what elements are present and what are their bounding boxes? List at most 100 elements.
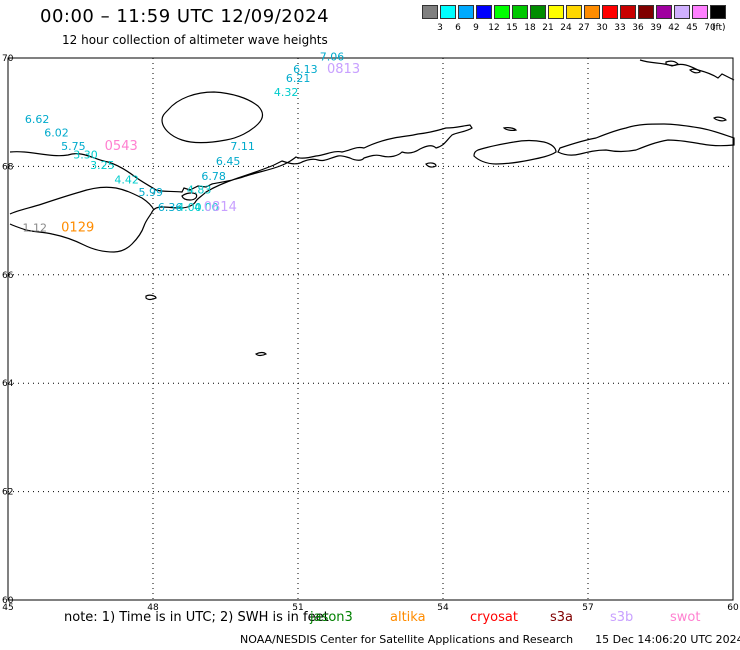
- legend-label: 24: [560, 23, 572, 33]
- lat-tick-label: 62: [2, 488, 13, 498]
- lat-tick-label: 64: [2, 379, 14, 389]
- legend-label: 21: [542, 23, 554, 33]
- pass-time: 0813: [327, 62, 360, 77]
- legend-swatch: [710, 5, 726, 19]
- legend-label: 33: [614, 23, 626, 33]
- coastline-small-island: [181, 192, 198, 201]
- swh-value: 4.83: [187, 184, 212, 197]
- swh-value: 6.21: [286, 72, 311, 85]
- footer-credit: NOAA/NESDIS Center for Satellite Applica…: [240, 633, 740, 646]
- swh-value: 5.99: [139, 186, 164, 199]
- coastline-islet-4: [502, 127, 518, 131]
- footer-note: note: 1) Time is in UTC; 2) SWH is in fe…: [64, 610, 329, 625]
- pass-time: 0814: [204, 200, 237, 215]
- lat-tick-label: 70: [2, 54, 14, 64]
- satellite-swot: swot: [670, 610, 701, 625]
- legend-label: 30: [596, 23, 608, 33]
- legend-swatch: [476, 5, 492, 19]
- legend-swatch: [566, 5, 582, 19]
- lon-tick-label: 54: [437, 603, 449, 613]
- legend-swatch: [692, 5, 708, 19]
- legend-label: 3: [437, 23, 443, 33]
- map-frame: [7, 57, 734, 601]
- generated-timestamp: 15 Dec 14:06:20 UTC 2024: [595, 633, 740, 646]
- coastline-islet-2: [688, 68, 701, 74]
- legend-swatch: [656, 5, 672, 19]
- legend-swatch: [530, 5, 546, 19]
- legend-label: 70: [704, 23, 716, 33]
- legend-swatch: [620, 5, 636, 19]
- pass-time: 0129: [61, 220, 94, 235]
- coastline-islet-6: [254, 351, 268, 357]
- legend-swatch: [674, 5, 690, 19]
- coastline-islet-3: [425, 162, 437, 168]
- legend-label: 6: [455, 23, 461, 33]
- lon-tick-label: 51: [292, 603, 303, 613]
- legend-swatch: [602, 5, 618, 19]
- pass-time-labels: 0813 0543 0129 0814: [61, 62, 360, 235]
- legend-label: 42: [668, 23, 680, 33]
- legend-swatch: [548, 5, 564, 19]
- island-kolguev: [161, 91, 264, 144]
- coastline: [9, 59, 735, 357]
- coastline-islet-1: [665, 60, 679, 67]
- coastline-islet-5: [145, 294, 157, 301]
- legend-label: 39: [650, 23, 662, 33]
- coastline-kanin: [9, 186, 155, 215]
- lat-lon-grid: [7, 57, 734, 601]
- coastline-islet-7: [712, 116, 728, 122]
- satellite-s3b: s3b: [610, 610, 634, 625]
- coastline-yugorsky: [557, 123, 735, 156]
- satellite-cryosat: cryosat: [470, 610, 518, 625]
- lat-tick-label: 66: [2, 271, 14, 281]
- swh-value: 5.75: [61, 140, 86, 153]
- legend-label: 36: [632, 23, 644, 33]
- swh-value: 4.42: [114, 174, 139, 187]
- satellite-jason3: jason3: [310, 610, 353, 625]
- legend-label: 27: [578, 23, 590, 33]
- legend-label: 15: [506, 23, 518, 33]
- satellite-altika: altika: [390, 610, 426, 625]
- swh-value: 7.11: [230, 140, 255, 153]
- swh-value: 4.00: [194, 201, 219, 214]
- page-subtitle: 12 hour collection of altimeter wave hei…: [62, 33, 328, 47]
- wave-height-labels: 7.066.136.214.32 6.626.025.753.303.25 4.42…: [23, 51, 345, 235]
- lon-tick-label: 45: [2, 603, 13, 613]
- legend-swatch: [494, 5, 510, 19]
- legend-swatch: [422, 5, 438, 19]
- lon-tick-label: 48: [147, 603, 159, 613]
- legend-label: 9: [473, 23, 479, 33]
- pass-time: 0543: [105, 139, 138, 154]
- swh-value: 4.32: [274, 86, 299, 99]
- legend-swatch: [584, 5, 600, 19]
- lon-tick-label: 57: [582, 603, 593, 613]
- swh-value: 1.12: [23, 221, 48, 234]
- legend-swatch: [638, 5, 654, 19]
- legend-unit: (ft): [712, 23, 726, 33]
- coastline-vaygach: [473, 139, 557, 165]
- legend-label: 45: [686, 23, 698, 33]
- coastline-mainland: [9, 124, 473, 253]
- swh-value: 6.62: [25, 113, 49, 126]
- legend-label: 18: [524, 23, 536, 33]
- lon-tick-label: 60: [727, 603, 739, 613]
- swh-value: 4.00: [177, 201, 202, 214]
- legend-label: 12: [488, 23, 500, 33]
- swh-value: 6.02: [44, 127, 69, 140]
- swh-value: 3.30: [73, 148, 98, 161]
- swh-value: 7.06: [320, 51, 345, 64]
- lat-tick-label: 60: [2, 596, 14, 606]
- legend-swatch: [458, 5, 474, 19]
- axis-tick-labels: 45 48 51 54 57 60 70 68 66 64 62 60: [2, 54, 739, 613]
- swh-value: 6.78: [201, 170, 226, 183]
- lat-tick-label: 68: [2, 162, 14, 172]
- legend-swatch: [440, 5, 456, 19]
- swh-value: 3.25: [90, 159, 115, 172]
- swh-value: 6.36: [158, 201, 183, 214]
- page-title: 00:00 – 11:59 UTC 12/09/2024: [40, 6, 330, 27]
- legend-swatch: [512, 5, 528, 19]
- swh-value: 6.13: [293, 63, 318, 76]
- satellite-s3a: s3a: [550, 610, 574, 625]
- credit-text: NOAA/NESDIS Center for Satellite Applica…: [240, 633, 574, 646]
